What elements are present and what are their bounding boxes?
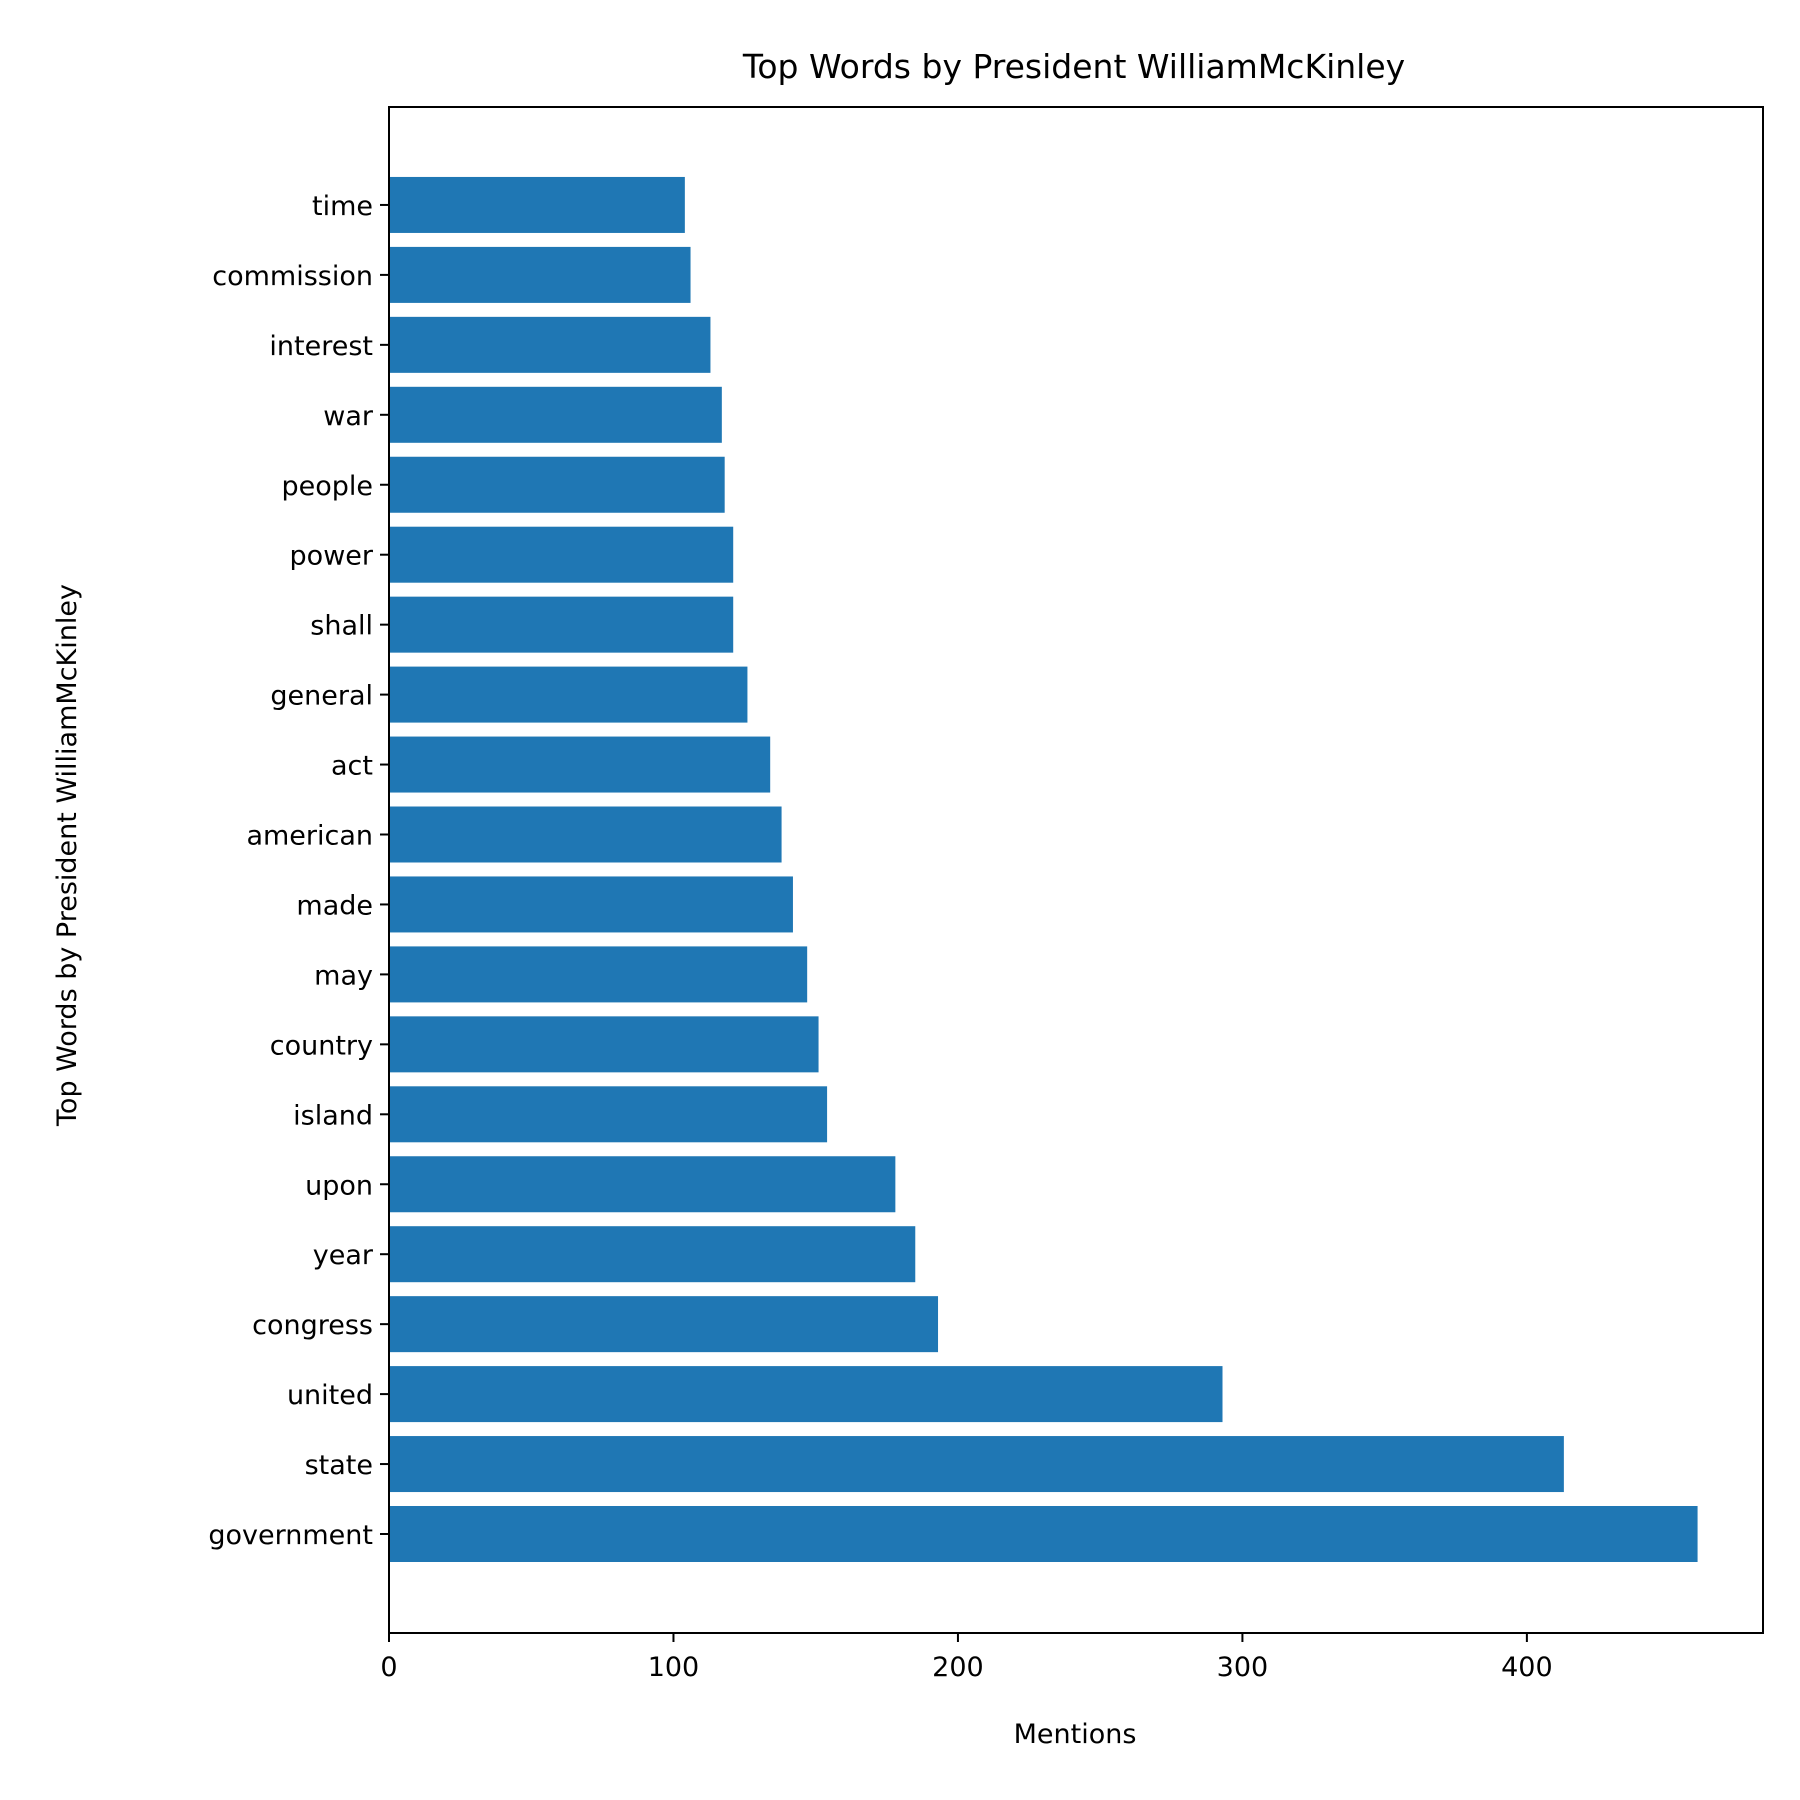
y-tick-label: state	[305, 1450, 373, 1481]
y-tick-label: made	[296, 890, 373, 921]
plot-frame	[388, 106, 1764, 1634]
chart-title: Top Words by President WilliamMcKinley	[742, 47, 1405, 86]
y-tick-label: island	[293, 1100, 373, 1131]
bar-commission	[389, 246, 691, 303]
y-tick-label: general	[270, 681, 373, 712]
bar-country	[389, 1016, 819, 1073]
y-tick-label: commission	[212, 261, 373, 292]
bar-congress	[389, 1296, 939, 1353]
bar-people	[389, 456, 725, 513]
bar-may	[389, 946, 808, 1003]
bar-act	[389, 736, 771, 793]
x-tick-label: 300	[1217, 1652, 1269, 1683]
bar-made	[389, 876, 793, 933]
y-tick-label: united	[287, 1380, 373, 1411]
y-tick-label: shall	[310, 611, 373, 642]
bar-shall	[389, 596, 734, 653]
x-tick-label: 0	[380, 1652, 397, 1683]
y-tick-label: country	[270, 1030, 373, 1061]
x-axis-label: Mentions	[1014, 1719, 1137, 1750]
bar-united	[389, 1366, 1223, 1423]
y-tick-label: may	[314, 960, 373, 991]
x-tick-label: 100	[648, 1652, 700, 1683]
y-tick-label: power	[290, 541, 374, 572]
y-tick-label: people	[281, 471, 373, 502]
y-tick-label: upon	[305, 1170, 373, 1201]
y-tick-label: year	[313, 1240, 374, 1271]
bar-war	[389, 386, 722, 443]
y-tick-label: congress	[252, 1310, 373, 1341]
y-axis-label: Top Words by President WilliamMcKinley	[52, 584, 83, 1127]
y-ticks-group: government state united congress year upon isl…	[208, 191, 389, 1551]
bar-government	[389, 1506, 1698, 1562]
bar-upon	[389, 1156, 896, 1213]
y-tick-label: time	[312, 191, 373, 222]
y-tick-label: american	[246, 821, 373, 852]
bar-general	[389, 666, 748, 723]
bar-time	[389, 176, 685, 233]
bar-interest	[389, 316, 711, 373]
bar-year	[389, 1226, 916, 1283]
y-tick-label: war	[323, 401, 374, 432]
bar-island	[389, 1086, 828, 1143]
bar-state	[389, 1436, 1564, 1493]
x-tick-label: 400	[1501, 1652, 1553, 1683]
y-tick-label: government	[208, 1520, 373, 1551]
y-tick-label: interest	[269, 331, 373, 362]
bar-power	[389, 526, 734, 583]
bar-american	[389, 806, 782, 863]
bars-group	[389, 176, 1698, 1562]
x-tick-label: 200	[932, 1652, 984, 1683]
y-tick-label: act	[331, 751, 373, 782]
x-ticks-group: 0 100 200 300 400	[380, 1633, 1553, 1683]
